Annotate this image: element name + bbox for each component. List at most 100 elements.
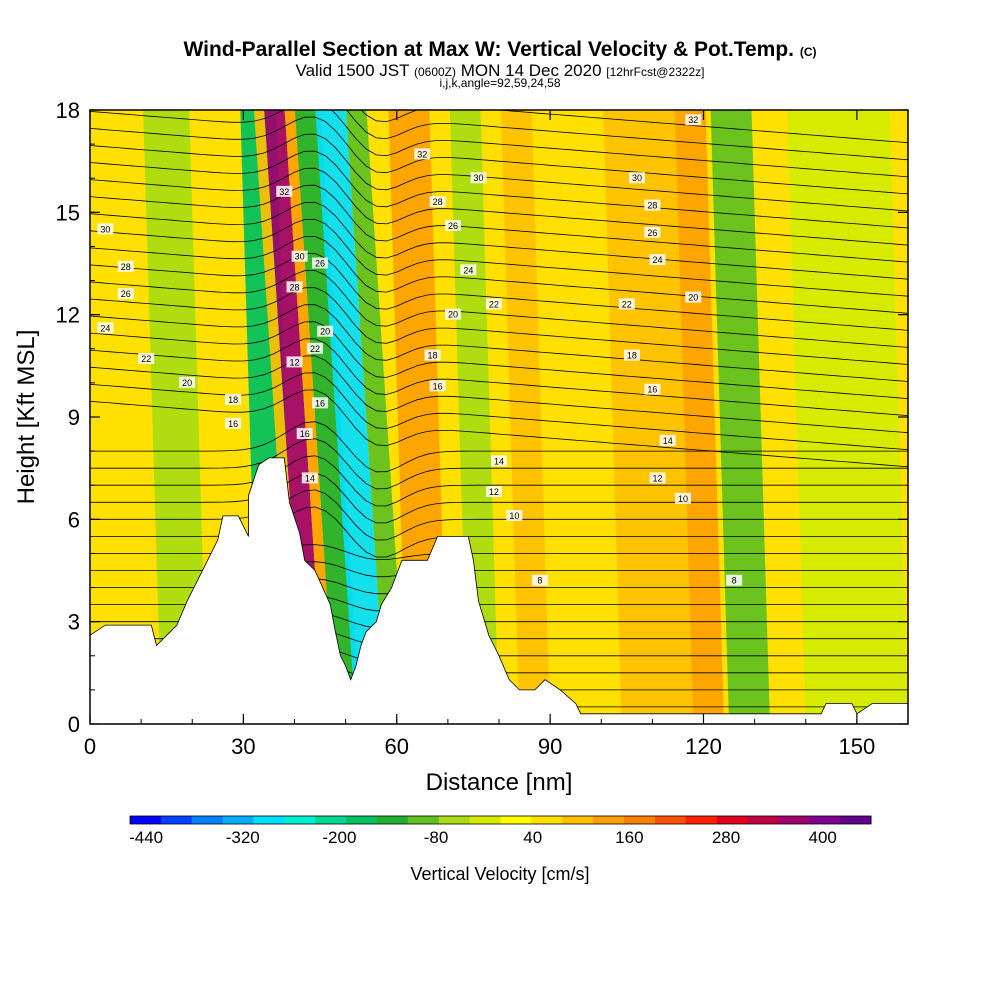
theta-label-bg [225, 417, 242, 429]
y-tick-label: 15 [56, 200, 80, 225]
theta-contour [90, 167, 908, 246]
velocity-band [294, 110, 361, 724]
colorbar-swatch [562, 816, 594, 824]
theta-label-bg [649, 254, 666, 266]
theta-label-bg [460, 264, 477, 276]
x-tick-label: 0 [84, 734, 96, 759]
theta-label-bg [429, 380, 446, 392]
colorbar-swatch [284, 816, 316, 824]
colorbar-tick-label: -200 [322, 828, 356, 847]
theta-label: 20 [448, 310, 458, 320]
theta-label-bg [117, 288, 134, 300]
colorbar-frame [129, 815, 872, 825]
y-tick-label: 6 [68, 507, 80, 532]
y-axis-label: Height [Kft MSL] [13, 330, 40, 505]
theta-label-bg [301, 472, 318, 484]
colorbar-swatch [840, 816, 872, 824]
colorbar-tick-label: 160 [615, 828, 643, 847]
velocity-band [315, 110, 387, 724]
theta-label: 10 [509, 511, 519, 521]
theta-label-bg [312, 397, 329, 409]
colorbar-swatch [377, 816, 409, 824]
theta-label-bg [485, 298, 502, 310]
theta-contour [360, 110, 908, 144]
theta-label-bg [296, 428, 313, 440]
theta-contour [90, 455, 908, 507]
colorbar-swatch [654, 816, 687, 824]
y-tick-label: 0 [68, 712, 80, 737]
theta-label-bg [291, 250, 308, 262]
theta-label-bg [276, 185, 293, 197]
theta-label: 22 [622, 299, 632, 309]
theta-label: 8 [732, 576, 737, 586]
valid-date: MON 14 Dec 2020 [460, 61, 602, 80]
x-tick-label: 30 [231, 734, 255, 759]
theta-label: 12 [489, 487, 499, 497]
theta-label-bg [424, 349, 441, 361]
theta-label-bg [97, 223, 114, 235]
theta-label: 26 [315, 259, 325, 269]
theta-label-bg [138, 353, 155, 365]
theta-label: 30 [100, 224, 110, 234]
theta-label: 32 [279, 187, 289, 197]
theta-label: 32 [688, 115, 698, 125]
y-tick-label: 9 [68, 405, 80, 430]
theta-label: 20 [688, 293, 698, 303]
colorbar-tick-label: -440 [129, 828, 163, 847]
velocity-band [787, 110, 908, 724]
theta-label-bg [306, 342, 323, 354]
theta-label: 26 [121, 289, 131, 299]
theta-contour [90, 355, 908, 434]
theta-label: 14 [494, 456, 504, 466]
theta-label-bg [618, 298, 635, 310]
theta-label: 16 [300, 429, 310, 439]
colorbar: -440 -320 -200 -80 40 160 280 400 [129, 815, 872, 847]
velocity-band [284, 110, 336, 724]
theta-label: 10 [678, 494, 688, 504]
utc-time: (0600Z) [413, 65, 456, 79]
theta-label-bg [659, 434, 676, 446]
theta-label: 22 [489, 299, 499, 309]
theta-label-bg [644, 383, 661, 395]
theta-contour [90, 252, 908, 331]
forecast-info: [12hrFcst@2322z] [606, 65, 705, 79]
theta-label: 12 [289, 357, 299, 367]
theta-label-bg [685, 291, 702, 303]
colorbar-swatch [222, 816, 254, 824]
theta-label-bg [444, 219, 461, 231]
theta-contour [90, 150, 908, 229]
theta-label: 20 [182, 378, 192, 388]
theta-label: 30 [295, 252, 305, 262]
y-tick-label: 12 [56, 303, 80, 328]
theta-label-bg [685, 114, 702, 126]
colorbar-swatch [191, 816, 224, 824]
terrain [90, 457, 908, 724]
colorbar-tick-label: -80 [424, 828, 449, 847]
theta-label-bg [531, 574, 548, 586]
theta-label: 20 [320, 327, 330, 337]
theta-label: 14 [663, 436, 673, 446]
colorbar-swatch [716, 816, 748, 824]
chart-subtitle: Valid 1500 JST (0600Z) MON 14 Dec 2020 [… [0, 61, 1000, 81]
colorbar-swatch [624, 816, 656, 824]
theta-label: 16 [228, 419, 238, 429]
theta-label-bg [623, 349, 640, 361]
theta-label: 8 [537, 576, 542, 586]
y-tick-label: 18 [56, 98, 80, 123]
theta-label-bg [429, 196, 446, 208]
y-tick-label: 3 [68, 610, 80, 635]
valid-time: Valid 1500 JST [295, 61, 410, 80]
theta-label: 16 [647, 385, 657, 395]
x-tick-label: 60 [385, 734, 409, 759]
colorbar-tick-label: 280 [712, 828, 740, 847]
theta-label: 14 [305, 473, 315, 483]
theta-contour [90, 421, 908, 473]
theta-label-bg [312, 257, 329, 269]
theta-label-bg [629, 172, 646, 184]
colorbar-swatch [469, 816, 501, 824]
theta-label: 24 [100, 323, 110, 333]
theta-labels: 3028262422201816323028262022121616143230… [97, 114, 743, 586]
colorbar-swatch [315, 816, 347, 824]
colorbar-swatch [253, 816, 285, 824]
theta-label: 16 [433, 381, 443, 391]
